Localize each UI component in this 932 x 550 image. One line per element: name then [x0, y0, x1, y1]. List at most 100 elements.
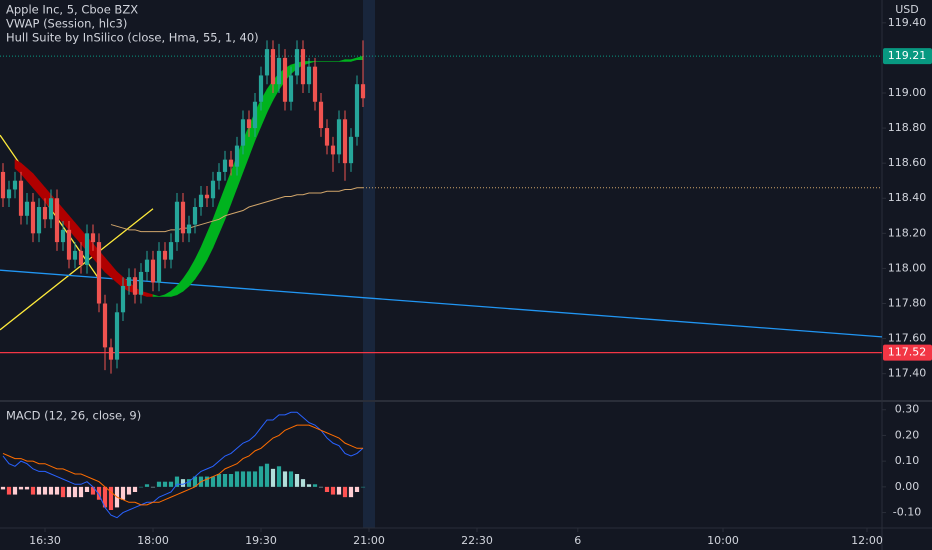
x-tick-label: 22:30 [461, 534, 493, 547]
y-tick-label: 119.40 [888, 16, 927, 29]
marks [0, 22, 886, 532]
candle-body [126, 277, 132, 286]
candle-body [330, 145, 336, 155]
candle-body [60, 229, 66, 243]
candle-body [336, 119, 342, 155]
macd-histogram-bar [174, 476, 180, 487]
y-tick-label: 119.00 [888, 86, 927, 99]
x-tick-label: 21:00 [353, 534, 385, 547]
macd-histogram-bar [312, 484, 318, 487]
price-badge-label: 119.21 [888, 49, 927, 62]
macd-histogram-bar [138, 486, 144, 488]
macd-histogram-bar [360, 486, 366, 488]
candle-body [306, 66, 312, 85]
macd-histogram-bar [168, 481, 174, 487]
macd-histogram-bar [12, 486, 18, 495]
macd-histogram-bar [300, 479, 306, 487]
macd-histogram-bar [324, 486, 330, 492]
macd-histogram-bar [342, 486, 348, 498]
candle-body [258, 75, 264, 102]
macd-histogram-bar [126, 486, 132, 495]
candle-body [156, 250, 162, 283]
candle-body [0, 171, 6, 199]
session-highlight [363, 0, 375, 528]
macd-histogram-bar [234, 471, 240, 487]
y-tick-label: 0.00 [895, 480, 920, 493]
candle-body [204, 194, 210, 199]
macd-histogram-bar [156, 481, 162, 487]
candle-body [282, 57, 288, 102]
y-tick-label: 117.80 [888, 297, 927, 310]
macd-histogram-bar [120, 486, 126, 500]
macd-histogram-bar [72, 486, 78, 498]
macd-histogram-bar [240, 471, 246, 487]
hull-band [152, 294, 160, 297]
candle-body [222, 159, 228, 172]
candle-body [90, 233, 96, 243]
x-tick-label: 6 [574, 534, 581, 547]
candle-body [30, 201, 36, 234]
macd-histogram-bar [282, 471, 288, 487]
x-tick-label: 16:30 [29, 534, 61, 547]
y-tick-label: 117.40 [888, 367, 927, 380]
candle-body [294, 49, 300, 76]
macd-histogram-bar [162, 481, 168, 487]
macd-title: MACD (12, 26, close, 9) [6, 409, 141, 423]
macd-histogram-bar [210, 476, 216, 487]
price-badge-label: 117.52 [888, 346, 927, 359]
y-tick-label: 118.40 [888, 191, 927, 204]
macd-histogram-bar [48, 486, 54, 495]
macd-histogram-bar [30, 486, 36, 495]
x-tick-label: 18:00 [137, 534, 169, 547]
candle-body [252, 101, 258, 129]
macd-histogram-bar [330, 486, 336, 495]
x-tick-label: 10:00 [707, 534, 739, 547]
candle-body [162, 250, 168, 260]
macd-histogram-bar [204, 476, 210, 487]
macd-histogram-bar [354, 486, 360, 492]
candle-body [342, 119, 348, 164]
y-tick-label: 118.20 [888, 226, 927, 239]
candle-body [72, 250, 78, 260]
macd-histogram-bar [258, 466, 264, 487]
candle-body [360, 84, 366, 99]
macd-histogram-bar [60, 486, 66, 498]
y-tick-label: 118.60 [888, 156, 927, 169]
candle-body [264, 49, 270, 76]
candle-body [300, 49, 306, 85]
macd-histogram-bar [78, 486, 84, 498]
candle-body [174, 201, 180, 243]
candle-body [96, 242, 102, 304]
candle-body [84, 233, 90, 265]
trend-line [0, 269, 883, 338]
macd-line [2, 411, 364, 519]
candle-body [42, 207, 48, 220]
candle-body [180, 201, 186, 234]
macd-histogram-bar [180, 479, 186, 487]
currency: USD [895, 3, 919, 16]
candle-body [246, 119, 252, 129]
candle-body [318, 101, 324, 129]
candle-body [312, 66, 318, 102]
macd-histogram-bar [216, 474, 222, 487]
candle-body [54, 198, 60, 243]
macd-histogram-bar [306, 484, 312, 487]
candle-body [324, 128, 330, 146]
candle-body [132, 277, 138, 295]
candle-body [240, 119, 246, 146]
x-tick-label: 12:00 [851, 534, 883, 547]
candle-body [276, 57, 282, 85]
candle-body [66, 229, 72, 260]
y-tick-label: 118.00 [888, 261, 927, 274]
macd-histogram-bar [54, 486, 60, 495]
macd-histogram-bar [228, 474, 234, 487]
candle-body [108, 347, 114, 360]
macd-histogram-bar [186, 479, 192, 487]
macd-histogram-bar [90, 486, 96, 495]
candle-body [354, 84, 360, 137]
candle-body [6, 189, 12, 199]
macd-histogram-bar [42, 486, 48, 495]
macd-histogram-bar [288, 471, 294, 487]
